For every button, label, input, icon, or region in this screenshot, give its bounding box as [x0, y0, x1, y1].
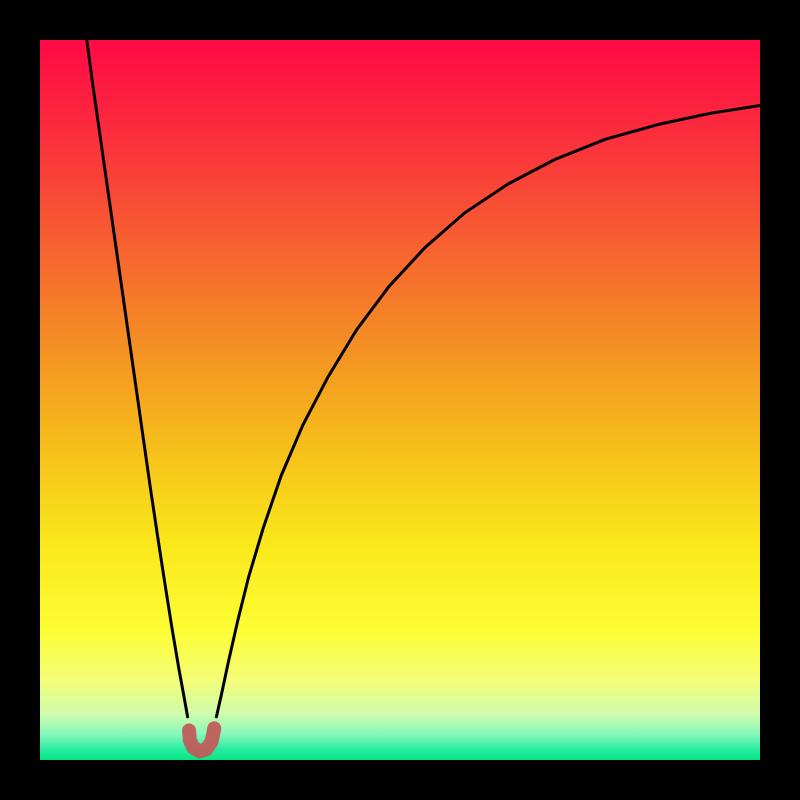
frame-border-top: [0, 0, 800, 40]
frame-border-right: [760, 0, 800, 800]
chart-background: [40, 40, 760, 760]
frame-border-left: [0, 0, 40, 800]
bottleneck-chart: [40, 40, 760, 760]
frame-border-bottom: [0, 760, 800, 800]
